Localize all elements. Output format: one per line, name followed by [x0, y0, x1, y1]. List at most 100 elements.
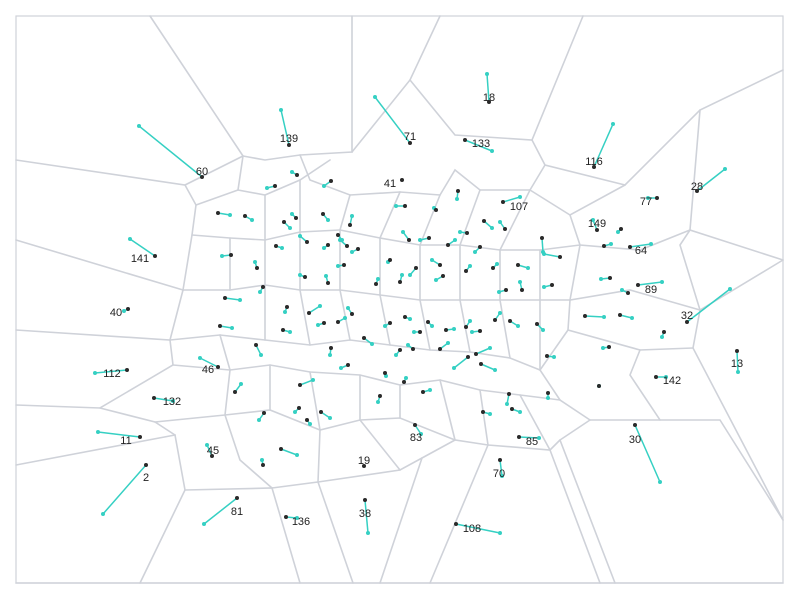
- site-point: [597, 384, 601, 388]
- site-point: [303, 275, 307, 279]
- point-label: 64: [635, 245, 647, 257]
- link-endpoint: [350, 214, 354, 218]
- link-segment: [593, 123, 614, 168]
- link-endpoint: [408, 317, 412, 321]
- point-label: 132: [163, 396, 181, 408]
- site-point: [454, 522, 458, 526]
- site-point: [465, 231, 469, 235]
- link-segment: [94, 369, 128, 374]
- cell-edge: [531, 69, 784, 186]
- link-endpoint: [101, 512, 105, 516]
- link-endpoint: [238, 298, 242, 302]
- cell-edge: [569, 214, 691, 251]
- site-point: [402, 380, 406, 384]
- site-point: [595, 228, 599, 232]
- cell-edge: [172, 364, 561, 401]
- site-point: [216, 365, 220, 369]
- site-point: [498, 458, 502, 462]
- link-endpoint: [518, 410, 522, 414]
- site-point: [426, 320, 430, 324]
- site-point: [229, 253, 233, 257]
- site-point: [216, 211, 220, 215]
- point-label: 107: [510, 201, 528, 213]
- site-point: [503, 227, 507, 231]
- point-label: 85: [526, 436, 538, 448]
- link-endpoint: [93, 371, 97, 375]
- site-point: [319, 410, 323, 414]
- site-point: [403, 204, 407, 208]
- site-point: [233, 390, 237, 394]
- site-point: [481, 410, 485, 414]
- site-point: [281, 328, 285, 332]
- link-segment: [102, 464, 147, 515]
- site-point: [356, 247, 360, 251]
- link-segment: [280, 448, 298, 456]
- link-segment: [219, 325, 233, 329]
- point-label: 11: [120, 435, 131, 447]
- link-endpoint: [488, 346, 492, 350]
- link-segment: [308, 305, 321, 314]
- site-point: [305, 240, 309, 244]
- site-point: [298, 383, 302, 387]
- link-endpoint: [500, 474, 504, 478]
- site-point: [407, 238, 411, 242]
- link-endpoint: [373, 95, 377, 99]
- link-endpoint: [488, 412, 492, 416]
- link-endpoint: [498, 531, 502, 535]
- link-endpoint: [328, 416, 332, 420]
- site-point: [520, 288, 524, 292]
- link-endpoint: [171, 399, 175, 403]
- link-endpoint: [493, 368, 497, 372]
- link-segment: [364, 499, 369, 534]
- cell-edge: [309, 371, 321, 431]
- link-endpoint: [599, 277, 603, 281]
- link-endpoint: [406, 343, 410, 347]
- site-point: [464, 269, 468, 273]
- cell-edge: [317, 439, 561, 483]
- link-segment: [97, 431, 141, 438]
- site-point: [322, 321, 326, 325]
- point-links: [94, 73, 739, 534]
- site-point: [434, 208, 438, 212]
- link-endpoint: [298, 273, 302, 277]
- cell-edge: [139, 434, 186, 584]
- cell-edge: [15, 184, 197, 292]
- link-segment: [629, 243, 652, 248]
- site-point: [427, 236, 431, 240]
- link-segment: [206, 444, 213, 457]
- link-segment: [299, 379, 314, 386]
- cell-edge: [549, 449, 601, 584]
- site-point: [262, 411, 266, 415]
- site-point: [400, 178, 404, 182]
- point-label: 112: [103, 368, 121, 380]
- point-label: 133: [472, 138, 490, 150]
- link-endpoint: [616, 230, 620, 234]
- site-point: [329, 346, 333, 350]
- cell-edge: [224, 369, 231, 416]
- point-label: 40: [110, 307, 122, 319]
- site-point: [403, 315, 407, 319]
- link-endpoint: [473, 250, 477, 254]
- link-endpoint: [458, 230, 462, 234]
- point-label: 136: [292, 516, 310, 528]
- site-point: [285, 305, 289, 309]
- cell-edge: [317, 429, 321, 483]
- link-endpoint: [280, 246, 284, 250]
- cell-edge: [359, 419, 401, 471]
- site-point: [144, 463, 148, 467]
- link-endpoint: [434, 278, 438, 282]
- link-endpoint: [322, 184, 326, 188]
- site-point: [411, 347, 415, 351]
- site-point: [516, 263, 520, 267]
- link-endpoint: [518, 195, 522, 199]
- link-endpoint: [322, 246, 326, 250]
- cell-edge: [15, 339, 174, 409]
- site-point: [592, 165, 596, 169]
- site-point: [342, 263, 346, 267]
- link-endpoint: [259, 353, 263, 357]
- link-endpoint: [468, 319, 472, 323]
- link-endpoint: [498, 311, 502, 315]
- site-point: [655, 196, 659, 200]
- cell-edge: [379, 294, 391, 346]
- cell-edge: [439, 379, 456, 441]
